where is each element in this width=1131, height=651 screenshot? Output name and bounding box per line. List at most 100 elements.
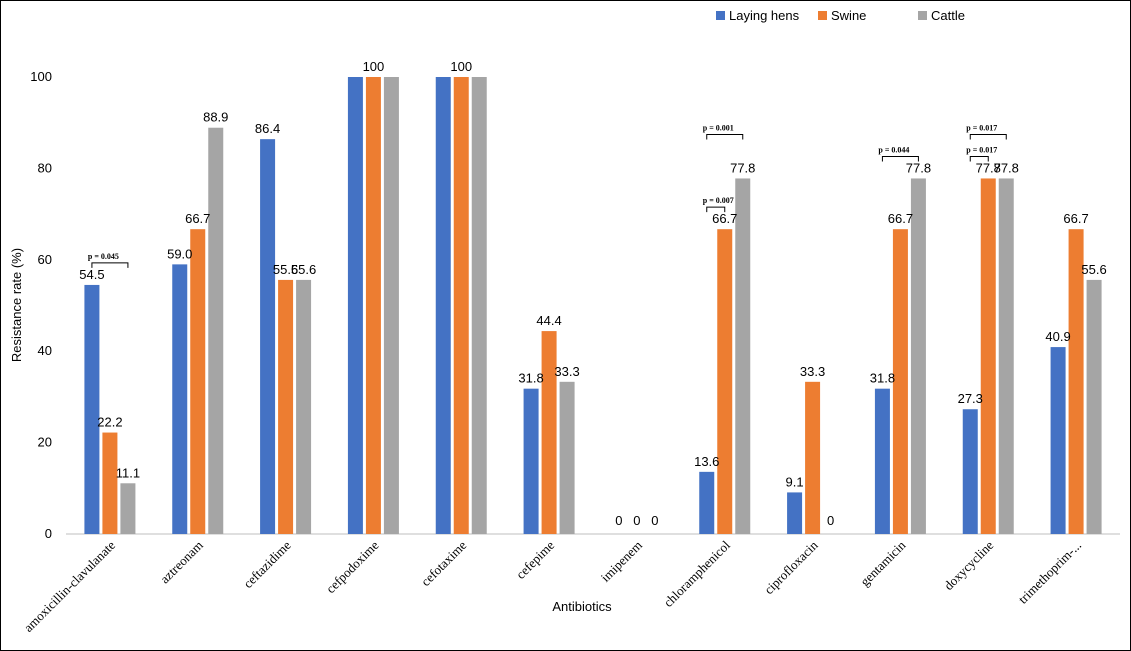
- bar: [735, 178, 751, 535]
- significance-bracket: [91, 262, 129, 268]
- y-tick-label: 0: [45, 526, 52, 541]
- data-label: 44.4: [536, 313, 561, 328]
- bar: [805, 381, 821, 534]
- bar: [383, 77, 399, 534]
- x-tick-label: ciprofloxacin: [761, 537, 821, 597]
- bar: [1068, 229, 1084, 534]
- bar: [962, 409, 978, 534]
- data-label: 9.1: [786, 474, 804, 489]
- significance-brackets: p = 0.045 p = 0.007 p = 0.001 p = 0.044 p = …: [88, 123, 1007, 268]
- x-tick-label: ceftazidime: [240, 537, 294, 591]
- bar: [559, 381, 575, 534]
- p-value-label: p = 0.045: [88, 252, 119, 261]
- x-tick-label: cefotaxime: [418, 537, 470, 589]
- data-label: 77.8: [976, 160, 1001, 175]
- significance-bracket: [881, 155, 919, 162]
- x-tick-label: amoxicillin-clavulanate: [21, 537, 119, 635]
- y-tick-label: 40: [38, 343, 52, 358]
- data-label: 66.7: [888, 211, 913, 226]
- bar: [84, 284, 100, 534]
- data-label: 54.5: [79, 267, 104, 282]
- data-label: 22.2: [97, 415, 122, 430]
- y-tick-label: 20: [38, 435, 52, 450]
- bar: [172, 264, 188, 534]
- x-tick-label: cefepime: [513, 537, 557, 581]
- data-label: 66.7: [185, 211, 210, 226]
- legend-swatch: [818, 11, 827, 20]
- data-label: 33.3: [554, 364, 579, 379]
- bar: [347, 77, 363, 534]
- data-label: 27.3: [958, 391, 983, 406]
- data-label: 88.9: [203, 110, 228, 125]
- bar: [120, 483, 136, 534]
- bar: [874, 388, 890, 534]
- data-label: 55.6: [291, 262, 316, 277]
- p-value-label: p = 0.001: [703, 123, 734, 132]
- bar: [296, 279, 312, 534]
- y-tick-label: 100: [30, 69, 52, 84]
- data-label: 59.0: [167, 246, 192, 261]
- bar: [435, 77, 451, 534]
- bar: [260, 139, 276, 535]
- legend: Laying hens Swine Cattle: [716, 8, 965, 23]
- bar: [699, 471, 715, 534]
- bar: [453, 77, 469, 534]
- legend-label: Swine: [831, 8, 866, 23]
- data-label: 55.6: [273, 262, 298, 277]
- data-labels: 54.5 59.0 86.4 31.8 0 13.6 9.1 31.8 27.3 40.9 22.2…: [79, 59, 1106, 528]
- bar: [208, 127, 224, 535]
- bar: [717, 229, 733, 534]
- data-label: 86.4: [255, 121, 280, 136]
- significance-bracket: [969, 133, 1007, 140]
- p-value-label: p = 0.017: [966, 145, 997, 154]
- bar: [787, 492, 803, 534]
- y-tick-label: 80: [38, 160, 52, 175]
- legend-swatch: [716, 11, 725, 20]
- bar: [102, 432, 118, 534]
- x-tick-label: imipenem: [598, 538, 645, 585]
- bar: [523, 388, 539, 534]
- data-label: 77.8: [730, 160, 755, 175]
- x-tick-label: aztreonam: [157, 538, 206, 587]
- bar: [1050, 347, 1066, 534]
- y-tick-label: 60: [38, 252, 52, 267]
- significance-bracket: [969, 155, 989, 162]
- data-label: 100: [450, 59, 472, 74]
- significance-bracket: [706, 206, 726, 213]
- data-label: 31.8: [870, 371, 895, 386]
- data-label: 0: [651, 513, 658, 528]
- x-tick-label: gentamicin: [857, 537, 909, 589]
- x-tick-label: cefpodoxime: [323, 537, 382, 596]
- significance-bracket: [706, 133, 744, 140]
- data-label: 11.1: [116, 465, 140, 480]
- legend-label: Cattle: [931, 8, 965, 23]
- x-tick-label: doxycycline: [941, 537, 997, 593]
- bar: [471, 77, 487, 534]
- data-label: 31.8: [518, 371, 543, 386]
- data-label: 66.7: [712, 211, 737, 226]
- data-label: 40.9: [1045, 329, 1070, 344]
- x-tick-label: chloramphenicol: [660, 537, 733, 610]
- p-value-label: p = 0.017: [966, 123, 997, 132]
- bar: [541, 331, 557, 534]
- data-label: 55.6: [1081, 262, 1106, 277]
- data-label: 77.8: [906, 160, 931, 175]
- data-label: 100: [363, 59, 385, 74]
- y-axis-title: Resistance rate (%): [9, 248, 24, 362]
- bar: [910, 178, 926, 535]
- bar: [892, 229, 908, 534]
- data-label: 33.3: [800, 364, 825, 379]
- data-label: 77.8: [994, 160, 1019, 175]
- bar: [190, 229, 206, 534]
- legend-label: Laying hens: [729, 8, 800, 23]
- bars: [84, 77, 1102, 535]
- legend-swatch: [918, 11, 927, 20]
- bar: [998, 178, 1014, 535]
- data-label: 0: [827, 513, 834, 528]
- x-tick-label: trimethoprim-...: [1015, 538, 1084, 607]
- data-label: 0: [615, 513, 622, 528]
- data-label: 66.7: [1063, 211, 1088, 226]
- p-value-label: p = 0.044: [878, 145, 909, 154]
